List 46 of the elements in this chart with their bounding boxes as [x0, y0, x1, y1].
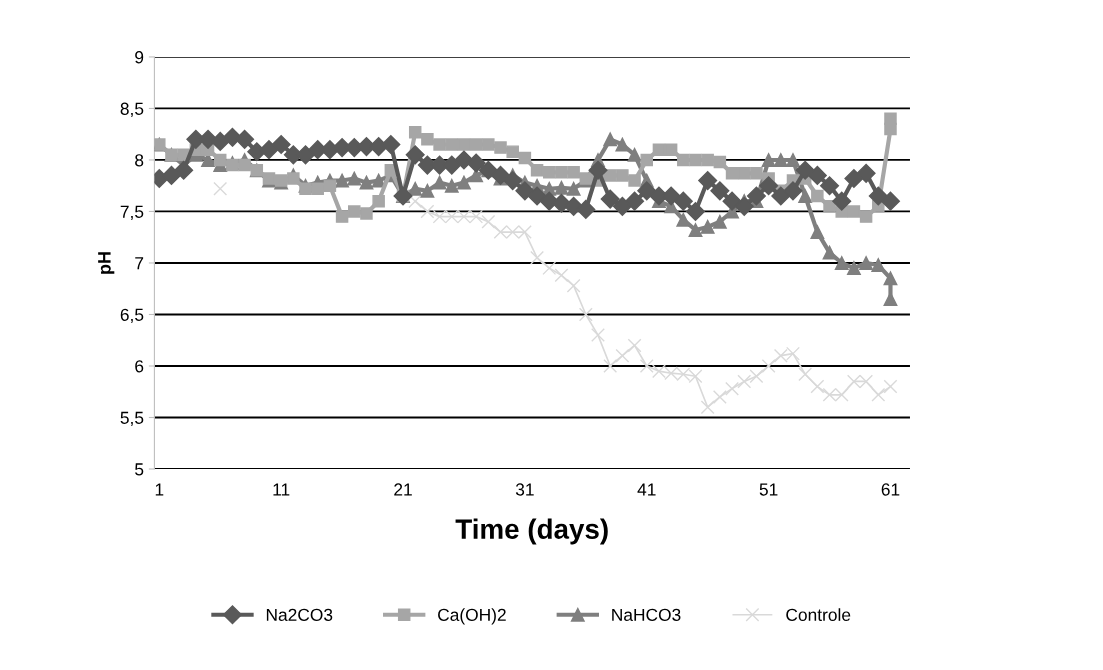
x-tick-label: 61	[881, 483, 900, 496]
legend-label: NaHCO3	[612, 608, 681, 621]
y-tick-label: 8	[135, 154, 144, 167]
x-axis-title: Time (days)	[455, 518, 608, 545]
y-tick-label: 7	[135, 257, 144, 270]
y-tick-label: 6,5	[120, 308, 144, 323]
point	[420, 204, 435, 219]
point	[578, 307, 593, 322]
x-tick-label: 31	[515, 483, 534, 496]
point	[725, 381, 739, 396]
y-tick-label: 5	[135, 463, 144, 476]
point	[627, 338, 642, 353]
legend-label: Ca(OH)2	[438, 608, 506, 625]
legend-label: Controle	[786, 608, 851, 621]
point	[810, 379, 825, 394]
point	[481, 214, 496, 229]
legend-label: Na2CO3	[266, 608, 333, 621]
point	[749, 369, 764, 384]
y-axis-title: pH	[98, 252, 115, 274]
point	[798, 367, 813, 382]
point	[213, 181, 228, 196]
point	[615, 348, 630, 363]
point	[761, 359, 776, 373]
point	[871, 387, 886, 402]
x-tick-label: 1	[155, 483, 164, 496]
point	[408, 194, 423, 209]
x-tick-label: 21	[394, 483, 412, 496]
point	[554, 268, 569, 283]
point	[883, 379, 898, 394]
point	[639, 359, 654, 373]
x-tick-label: 11	[273, 483, 290, 496]
point	[712, 389, 727, 404]
x-tick-label: 51	[759, 483, 778, 496]
y-tick-label: 7,5	[120, 205, 144, 220]
point	[591, 328, 605, 343]
point	[737, 374, 752, 389]
point	[603, 359, 618, 373]
point	[542, 261, 557, 276]
point	[700, 400, 715, 415]
y-tick-label: 8,5	[120, 102, 144, 117]
y-tick-label: 6	[135, 360, 144, 373]
point	[566, 278, 581, 293]
y-tick-label: 5,5	[120, 411, 144, 427]
x-tick-label: 41	[637, 483, 656, 496]
y-tick-label: 9	[135, 51, 144, 64]
point	[530, 250, 545, 265]
